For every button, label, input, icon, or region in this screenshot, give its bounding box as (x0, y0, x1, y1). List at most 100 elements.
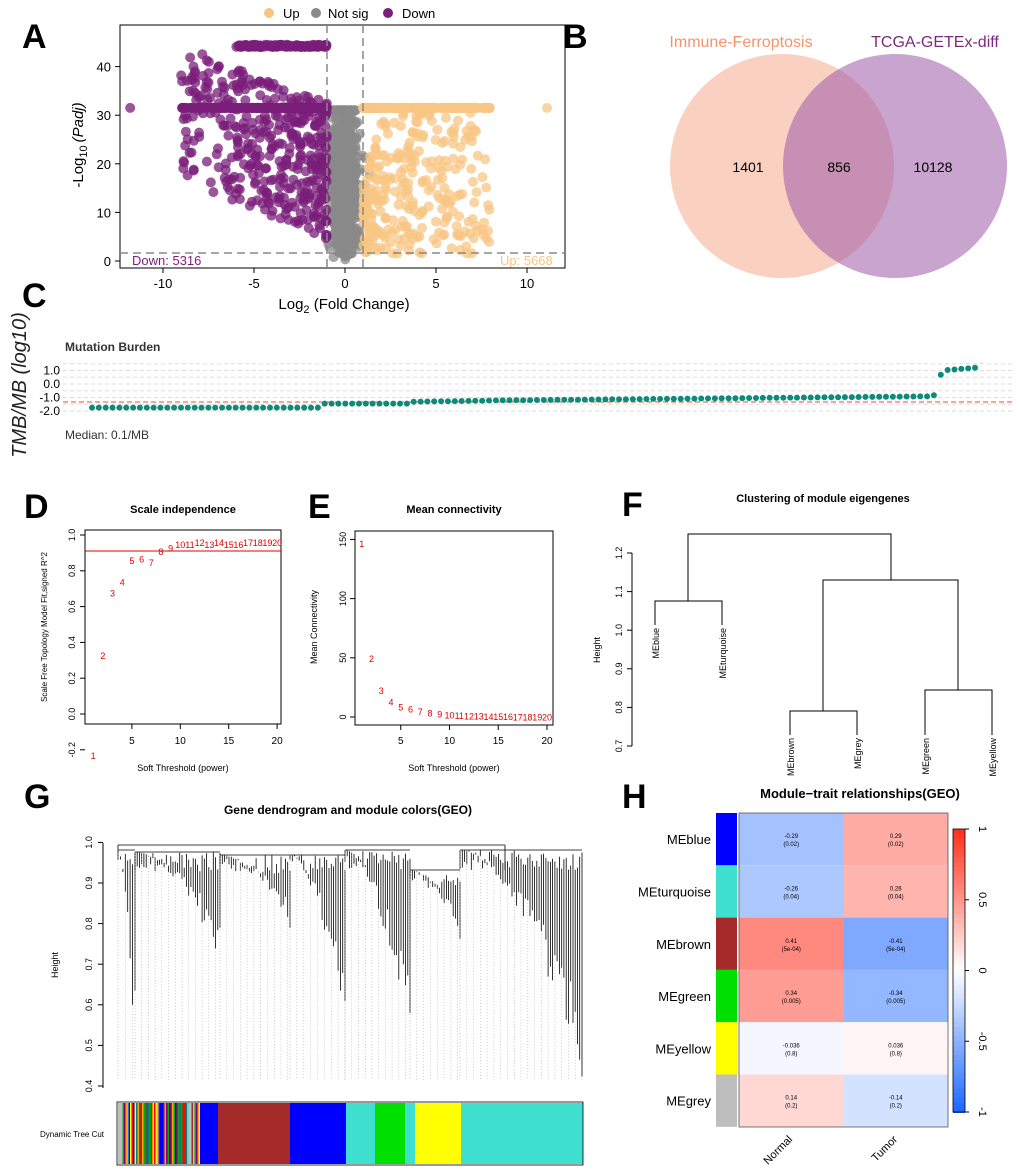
volcano-point (196, 90, 207, 101)
tmb-sample-point (588, 396, 595, 403)
tmb-sample-point (725, 395, 732, 402)
scale-step (953, 1041, 965, 1047)
volcano-point (223, 94, 234, 105)
cell-correlation: -0.26 (784, 886, 798, 892)
scale-step (953, 1069, 965, 1076)
module-color-strip (121, 1103, 123, 1164)
scale-step (953, 989, 965, 996)
volcano-legend: Up Not sig Down (264, 6, 435, 21)
scale-step (953, 961, 965, 967)
legend-notsig-marker (311, 8, 321, 18)
cell-correlation: 0.29 (890, 834, 902, 840)
heatmap-row-label: MEbrown (656, 937, 711, 952)
volcano-point (282, 41, 292, 52)
volcano-point (409, 206, 420, 216)
volcano-point (236, 102, 247, 113)
volcano-point (359, 216, 370, 227)
tmb-sample-point (123, 404, 130, 411)
volcano-point (461, 241, 472, 252)
volcano-point (253, 102, 264, 113)
heatmap-cell (843, 1022, 948, 1075)
volcano-point (480, 154, 491, 165)
dendro-leaf-guides (117, 850, 583, 1080)
tmb-sample-point (335, 400, 342, 407)
y-tick-label: 30 (97, 108, 111, 123)
mean-frame (354, 530, 554, 726)
y-tick-label: 0.8 (67, 565, 77, 578)
cell-correlation: 0.41 (785, 939, 797, 945)
volcano-ylabel: -Log10(Padj) (70, 102, 90, 187)
tmb-sample-point (711, 395, 718, 402)
x-tick-label: 10 (175, 736, 187, 747)
volcano-point (231, 122, 242, 133)
module-color-strip (178, 1103, 180, 1164)
tmb-sample-point (800, 394, 807, 401)
tmb-sample-point (951, 366, 958, 373)
scale-step (953, 956, 965, 963)
tmb-sample-point (280, 404, 287, 411)
scale-step (953, 1036, 965, 1043)
cell-correlation: 0.26 (890, 886, 902, 892)
volcano-point (292, 40, 303, 51)
panel-letter-c: C (22, 277, 47, 315)
volcano-point (304, 176, 315, 187)
y-tick-label: 0.4 (84, 1080, 94, 1093)
volcano-point (268, 174, 279, 185)
scale-step (953, 1027, 965, 1033)
scale-step (953, 913, 965, 920)
module-color-strip (179, 1103, 182, 1164)
cluster-tree (654, 533, 993, 735)
cell-pvalue: (0.8) (890, 1051, 902, 1057)
tmb-sample-point (116, 404, 123, 411)
module-color-block (218, 1103, 290, 1164)
tmb-sample-point (205, 404, 212, 411)
cell-pvalue: (5e-04) (782, 947, 801, 953)
module-color-strip (143, 1103, 146, 1164)
volcano-point (417, 222, 428, 233)
scale-tick-label: -0.5 (976, 1032, 988, 1051)
scale-power-label: 7 (149, 558, 154, 568)
tmb-sample-point (513, 397, 520, 404)
volcano-point (402, 102, 412, 113)
volcano-point (395, 191, 406, 202)
volcano-point (232, 135, 243, 146)
volcano-point (296, 150, 307, 161)
volcano-point (253, 41, 264, 52)
volcano-point (302, 214, 313, 225)
module-color-strip (130, 1103, 132, 1164)
tmb-sample-point (841, 394, 848, 401)
tmb-tick-label: -2.0 (39, 404, 60, 418)
scale-tick-label: 0 (976, 967, 988, 973)
cell-pvalue: (0.005) (886, 999, 905, 1005)
tmb-sample-point (677, 395, 684, 402)
module-color-strip (167, 1103, 170, 1164)
tmb-sample-point (540, 397, 547, 403)
cell-correlation: -0.036 (783, 1043, 801, 1049)
volcano-point (365, 157, 376, 168)
volcano-point (281, 102, 292, 113)
module-color-strip (148, 1103, 150, 1164)
tmb-sample-point (130, 404, 137, 411)
volcano-point (371, 173, 382, 184)
volcano-point (348, 233, 359, 244)
volcano-point (236, 66, 247, 77)
mean-power-label: 13 (474, 712, 484, 722)
volcano-point (333, 173, 344, 184)
volcano-point (296, 102, 307, 113)
tmb-tick-label: -1.0 (39, 391, 60, 405)
volcano-point (371, 134, 382, 145)
panel-f-eigengene-clustering: Clustering of module eigengenes 0.70.80.… (592, 493, 998, 777)
tmb-sample-point (451, 398, 458, 405)
heatmap-cell (843, 813, 948, 866)
module-color-block (461, 1103, 583, 1164)
scale-step (953, 1017, 965, 1024)
volcano-point (375, 206, 386, 217)
module-color-block (290, 1103, 346, 1164)
col-label-tumor: Tumor (869, 1133, 900, 1164)
scale-step (953, 994, 965, 1000)
volcano-point (222, 120, 233, 131)
volcano-point (407, 167, 418, 178)
module-color-strip (173, 1103, 176, 1164)
mean-xlabel: Soft Threshold (power) (408, 763, 499, 773)
